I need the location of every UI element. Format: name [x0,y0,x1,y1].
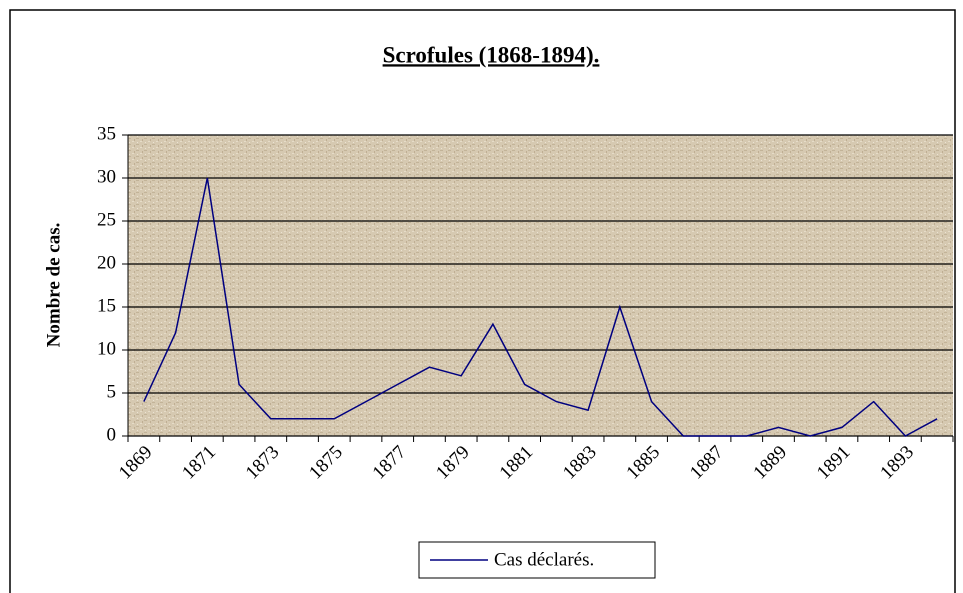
legend: Cas déclarés. [418,541,656,579]
y-tick-label: 5 [107,381,117,402]
y-tick-label: 30 [97,166,116,187]
plot-area [128,135,953,436]
y-axis-label: Nombre de cas. [43,223,64,348]
chart-title: Scrofules (1868-1894). [383,42,600,67]
y-tick-label: 25 [97,209,116,230]
y-tick-label: 35 [97,123,116,144]
y-tick-label: 0 [107,424,117,445]
y-tick-label: 20 [97,252,116,273]
y-tick-label: 15 [97,295,116,316]
y-tick-label: 10 [97,338,116,359]
line [143,177,938,437]
legend-label: Cas déclarés. [494,549,594,570]
